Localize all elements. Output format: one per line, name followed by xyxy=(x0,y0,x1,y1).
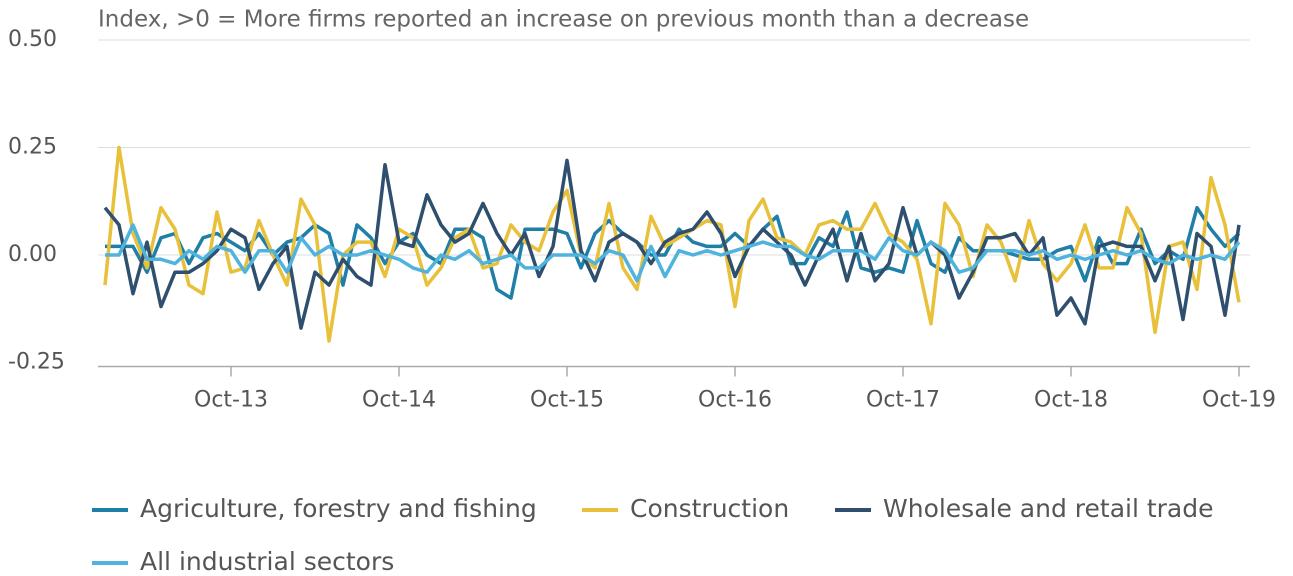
x-tick-label: Oct-15 xyxy=(530,388,604,413)
legend-label: Construction xyxy=(630,494,789,523)
series-line xyxy=(105,223,1241,283)
y-tick-label: 0.25 xyxy=(8,135,57,160)
x-tick-label: Oct-18 xyxy=(1034,388,1108,413)
y-tick-label: 0.00 xyxy=(8,242,57,267)
y-tick-label: -0.25 xyxy=(8,350,65,375)
x-tick-label: Oct-17 xyxy=(866,388,940,413)
chart-title: Index, >0 = More firms reported an incre… xyxy=(98,7,1029,33)
x-tick-label: Oct-16 xyxy=(698,388,772,413)
legend-label: Agriculture, forestry and fishing xyxy=(140,494,537,523)
x-tick-label: Oct-14 xyxy=(362,388,436,413)
legend-label: Wholesale and retail trade xyxy=(883,494,1214,523)
series-line xyxy=(103,158,1241,330)
x-tick-label: Oct-19 xyxy=(1202,388,1276,413)
legend-label: All industrial sectors xyxy=(140,547,394,576)
x-tick-label: Oct-13 xyxy=(194,388,268,413)
y-tick-label: 0.50 xyxy=(8,27,57,52)
